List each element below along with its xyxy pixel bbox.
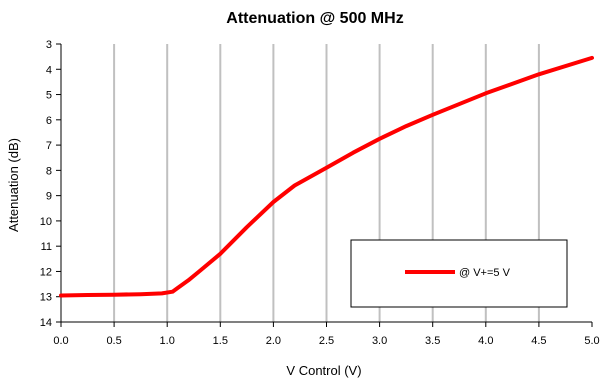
x-tick-label: 2.0	[266, 335, 281, 347]
y-tick-label: 6	[46, 115, 52, 127]
x-tick-label: 4.5	[531, 335, 546, 347]
axes	[56, 43, 593, 327]
x-tick-label: 0.0	[53, 335, 68, 347]
y-tick-label: 9	[46, 191, 52, 203]
y-tick-labels: 3 4 5 6 7 8 9 10 11 12 13 14	[40, 39, 52, 329]
y-tick-label: 8	[46, 165, 52, 177]
y-tick-label: 11	[41, 241, 52, 253]
x-tick-label: 3.5	[425, 335, 440, 347]
series-line	[59, 55, 594, 298]
y-tick-label: 7	[46, 140, 52, 152]
chart-title: Attenuation @ 500 MHz	[226, 10, 403, 27]
x-tick-label: 1.0	[160, 335, 175, 347]
x-tick-label: 5.0	[584, 335, 599, 347]
y-axis-label: Attenuation (dB)	[6, 138, 21, 232]
x-axis-label: V Control (V)	[286, 363, 361, 378]
x-tick-label: 1.5	[213, 335, 228, 347]
y-tick-label: 10	[40, 216, 52, 228]
x-tick-label: 3.0	[372, 335, 387, 347]
y-tick-label: 4	[46, 64, 52, 76]
legend: @ V+=5 V	[350, 239, 568, 308]
y-tick-label: 13	[40, 292, 52, 304]
series-layer	[59, 55, 594, 298]
legend-box	[350, 239, 568, 308]
legend-label: @ V+=5 V	[459, 267, 511, 279]
x-tick-label: 0.5	[106, 335, 121, 347]
x-tick-label: 4.0	[478, 335, 493, 347]
y-tick-label: 5	[46, 90, 52, 102]
x-tick-label: 2.5	[319, 335, 334, 347]
y-tick-label: 3	[46, 39, 52, 51]
y-tick-label: 12	[40, 266, 52, 278]
y-tick-label: 14	[40, 317, 52, 329]
x-tick-labels: 0.0 0.5 1.0 1.5 2.0 2.5 3.0 3.5 4.0 4.5 5.0	[53, 335, 599, 347]
